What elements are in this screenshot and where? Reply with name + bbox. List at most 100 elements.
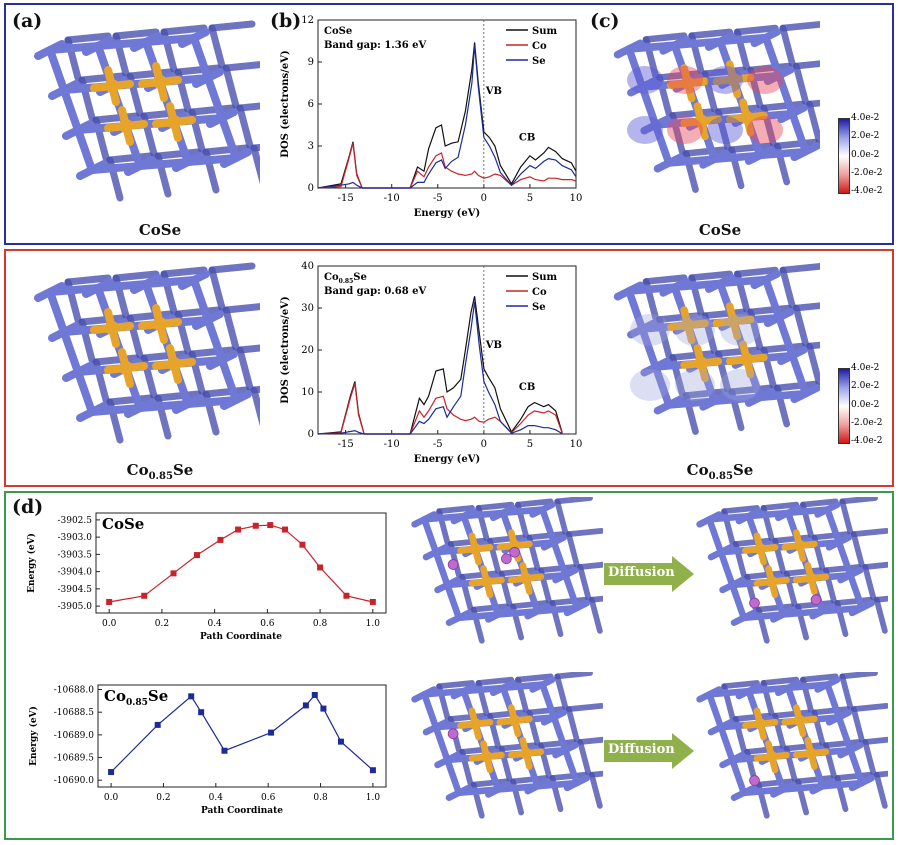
colorbar-top: 4.0e-2 2.0e-2 0.0e-2 -2.0e-2 -4.0e-2 xyxy=(838,113,894,198)
co-atom xyxy=(694,356,708,370)
bond xyxy=(485,781,512,798)
y-axis-label: DOS (electrons/eV) xyxy=(280,50,291,157)
bond xyxy=(835,539,854,579)
bond xyxy=(800,673,839,683)
bond xyxy=(699,391,730,411)
bond xyxy=(656,70,701,81)
bond xyxy=(64,274,112,286)
neb-point xyxy=(217,536,224,543)
bond xyxy=(76,402,108,422)
bond xyxy=(750,270,782,290)
bond xyxy=(92,112,140,124)
x-tick-label: 0.0 xyxy=(104,793,119,803)
bond xyxy=(850,531,865,569)
bond xyxy=(82,36,114,56)
bond xyxy=(688,270,734,282)
bond xyxy=(524,603,551,620)
bond xyxy=(721,680,760,690)
co-atom xyxy=(765,750,778,763)
bond xyxy=(822,739,862,749)
legend-label: Se xyxy=(532,56,546,67)
bond xyxy=(806,100,820,144)
charge-density-overlay-cose xyxy=(627,66,783,144)
colorbar-top-tick-3: -2.0e-2 xyxy=(851,168,883,178)
label-d: (d) xyxy=(12,496,44,518)
crystal-co085se-right xyxy=(613,263,820,435)
neb-line xyxy=(109,524,373,603)
bond xyxy=(498,567,538,577)
bond xyxy=(850,528,888,538)
dos-series-se xyxy=(317,301,563,435)
bond xyxy=(747,304,792,316)
caption-mid-left-end: Se xyxy=(172,461,194,479)
x-tick-label: -15 xyxy=(338,193,354,204)
charge-blob xyxy=(627,116,663,144)
bond xyxy=(562,571,581,612)
diffusion-arrow-top-label: Diffusion xyxy=(608,565,675,580)
bond xyxy=(848,599,876,617)
bond xyxy=(862,739,877,776)
x-tick-label: 5 xyxy=(527,193,533,204)
x-tick-label: 0.6 xyxy=(261,793,276,803)
bond xyxy=(806,99,820,108)
co-atom xyxy=(681,318,695,332)
bond xyxy=(577,564,592,601)
bond xyxy=(728,384,773,396)
bond xyxy=(236,346,254,392)
neb-point xyxy=(299,541,306,548)
x-axis-label: Energy (eV) xyxy=(414,454,480,465)
bond xyxy=(112,270,160,282)
bond xyxy=(222,64,240,110)
bond xyxy=(714,104,760,116)
y-axis-label: Energy (eV) xyxy=(28,706,39,766)
bond xyxy=(160,266,208,278)
bond xyxy=(873,771,888,809)
caption-mid-left: Co0.85Se xyxy=(110,461,210,482)
bond xyxy=(760,100,806,112)
bond xyxy=(651,363,673,409)
bond xyxy=(422,543,449,561)
x-tick-label: 1.0 xyxy=(366,619,381,629)
neb-point xyxy=(320,705,327,712)
bond xyxy=(755,603,795,613)
caption-mid-left-main: Co xyxy=(126,461,149,479)
bond xyxy=(760,501,800,511)
neb-point xyxy=(268,729,275,736)
neb-title-end: Se xyxy=(148,687,168,705)
bond xyxy=(729,756,748,797)
bond xyxy=(775,313,797,360)
bond xyxy=(790,384,820,404)
bond xyxy=(487,709,526,719)
co-atom xyxy=(119,119,133,133)
bond xyxy=(60,86,82,134)
bond xyxy=(625,287,647,333)
li-atom xyxy=(749,775,760,786)
co-atom xyxy=(469,718,481,730)
bond xyxy=(554,672,593,680)
bond xyxy=(696,686,723,703)
bond xyxy=(174,306,222,318)
legend-label: Se xyxy=(532,302,546,313)
cb-annotation: CB xyxy=(519,382,535,393)
bond xyxy=(707,543,734,561)
caption-mid-right-sub: 0.85 xyxy=(708,471,733,482)
li-atom xyxy=(509,546,520,558)
co-atom xyxy=(480,575,493,588)
bond xyxy=(526,531,566,541)
colorbar-top-tick-1: 2.0e-2 xyxy=(851,131,880,141)
y-tick-label: 9 xyxy=(308,57,314,68)
dos-series-se xyxy=(317,45,577,189)
legend-label: Co xyxy=(532,287,547,298)
bond xyxy=(732,712,772,722)
bond xyxy=(814,501,841,518)
bond xyxy=(717,723,736,764)
panel-middle-frame xyxy=(4,249,894,487)
x-tick-label: 5 xyxy=(527,439,533,450)
y-tick-label: -3904.5 xyxy=(57,585,92,595)
diffusion-arrow-top: Diffusion xyxy=(604,556,694,592)
bond xyxy=(432,548,451,589)
bond xyxy=(74,368,96,416)
charge-blob xyxy=(627,66,663,94)
bond xyxy=(588,771,603,809)
bond xyxy=(762,275,783,322)
